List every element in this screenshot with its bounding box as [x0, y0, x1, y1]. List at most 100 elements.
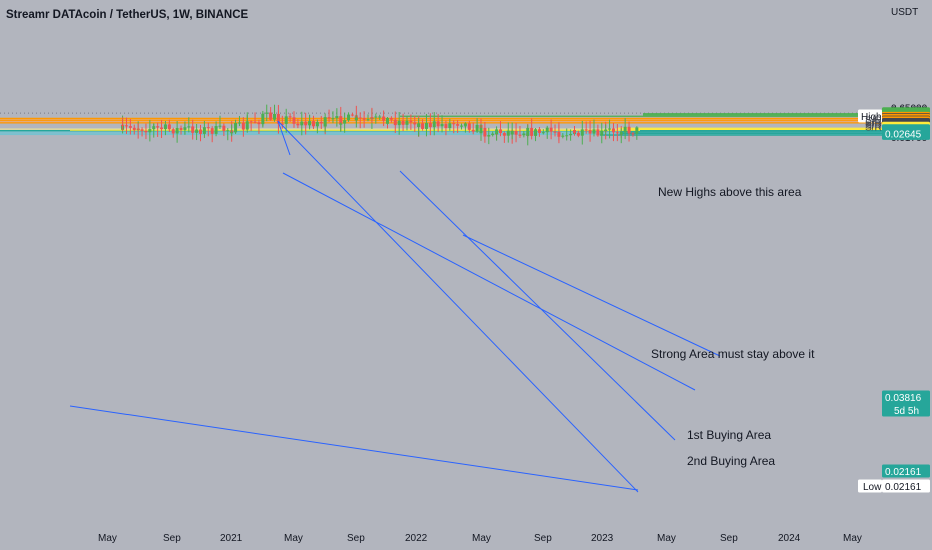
candle-body [284, 116, 288, 124]
price-badge-value: 0.02161 [885, 482, 922, 493]
candle-body [179, 128, 183, 130]
candle-body [374, 116, 378, 118]
sr-label: S/R [865, 118, 882, 129]
price-badge: 0.03816 5d 5h [882, 390, 930, 417]
time-tick: 2022 [405, 533, 428, 544]
candle-body [475, 124, 479, 132]
candle-body [121, 124, 125, 126]
candle-body [389, 118, 393, 120]
candle-body [140, 129, 144, 131]
candle-body [265, 112, 269, 114]
price-badge-value: 0.03816 [885, 393, 922, 404]
zone-3 [0, 130, 882, 134]
candle-body [288, 116, 292, 118]
trendline [277, 120, 291, 156]
candle-body [553, 131, 557, 133]
strong-area-label: Strong Area must stay above it [651, 347, 815, 361]
candle-body [596, 129, 600, 136]
candle-body [237, 122, 241, 124]
candle-body [195, 129, 199, 133]
candle-body [280, 123, 284, 125]
time-tick: May [98, 533, 117, 544]
candle-body [191, 126, 195, 133]
candle-body [315, 122, 319, 127]
background-layer [0, 0, 882, 550]
candles-layer [121, 104, 639, 146]
candle-body [214, 126, 218, 134]
candle-body [604, 129, 608, 132]
time-axis[interactable]: May Sep 2021 May Sep 2022 May Sep 2023 May Sep 2024… [0, 522, 932, 550]
horizontal-levels [0, 113, 882, 136]
time-tick: May [284, 533, 303, 544]
candle-body [483, 127, 487, 137]
price-axis[interactable]: 0.650000.500000.400000.200000.065000.017… [858, 0, 932, 550]
candle-body [487, 135, 491, 137]
candle-body [479, 127, 483, 134]
time-tick: 2024 [778, 533, 801, 544]
extreme-label-bg [858, 109, 882, 123]
candle-body [206, 127, 210, 129]
candle-body [417, 123, 421, 127]
annotations-layer: New Highs above this area Strong Area mu… [651, 185, 815, 468]
candle-body [471, 129, 475, 132]
candle-body [592, 129, 596, 134]
candle-body [354, 117, 358, 121]
time-tick: May [657, 533, 676, 544]
candle-body [580, 129, 584, 136]
candle-body [292, 121, 296, 124]
candle-body [124, 125, 128, 127]
trendline [69, 405, 639, 491]
candle-body [573, 130, 576, 133]
time-tick: Sep [720, 533, 738, 544]
trendline [462, 234, 721, 357]
price-badge: 0.02161 [882, 464, 930, 478]
candle-body [273, 113, 277, 120]
candle-body [269, 112, 273, 120]
trendline [277, 120, 639, 493]
time-tick: May [843, 533, 862, 544]
candle-body [241, 122, 245, 130]
candle-body [358, 117, 362, 119]
candle-body [163, 124, 167, 130]
extreme-label: Low [863, 482, 882, 493]
candle-body [635, 127, 639, 134]
zone-2 [0, 128, 882, 131]
extreme-label: High [861, 112, 882, 123]
candle-body [148, 129, 152, 133]
candle-body [463, 123, 467, 126]
candle-body [253, 121, 257, 123]
time-tick: 2021 [220, 533, 243, 544]
candle-body [565, 135, 569, 137]
plot-background [0, 0, 882, 550]
candle-body [557, 132, 561, 137]
candle-body [339, 116, 343, 125]
price-badge-bg [882, 464, 930, 478]
candle-body [448, 123, 452, 129]
candle-body [545, 127, 549, 133]
candle-body [409, 120, 413, 123]
candle-body [171, 129, 175, 134]
price-badge-bg [882, 390, 930, 417]
candle-body [249, 121, 253, 123]
candle-body [311, 121, 315, 127]
candle-body [608, 128, 612, 130]
candle-body [432, 121, 436, 123]
candle-body [615, 132, 619, 134]
countdown-label: 5d 5h [894, 406, 919, 417]
candle-body [308, 121, 312, 123]
candle-body [460, 125, 464, 127]
candle-body [514, 130, 518, 135]
candle-body [623, 126, 627, 133]
candle-body [382, 116, 386, 121]
candle-body [300, 121, 304, 126]
candle-body [175, 128, 179, 134]
candle-body [144, 130, 148, 133]
candle-body [413, 122, 417, 125]
candle-body [456, 124, 460, 126]
candle-body [187, 126, 191, 128]
candle-body [218, 125, 222, 127]
candle-body [495, 129, 499, 135]
candle-body [183, 127, 187, 129]
zone-4 [0, 133, 882, 136]
